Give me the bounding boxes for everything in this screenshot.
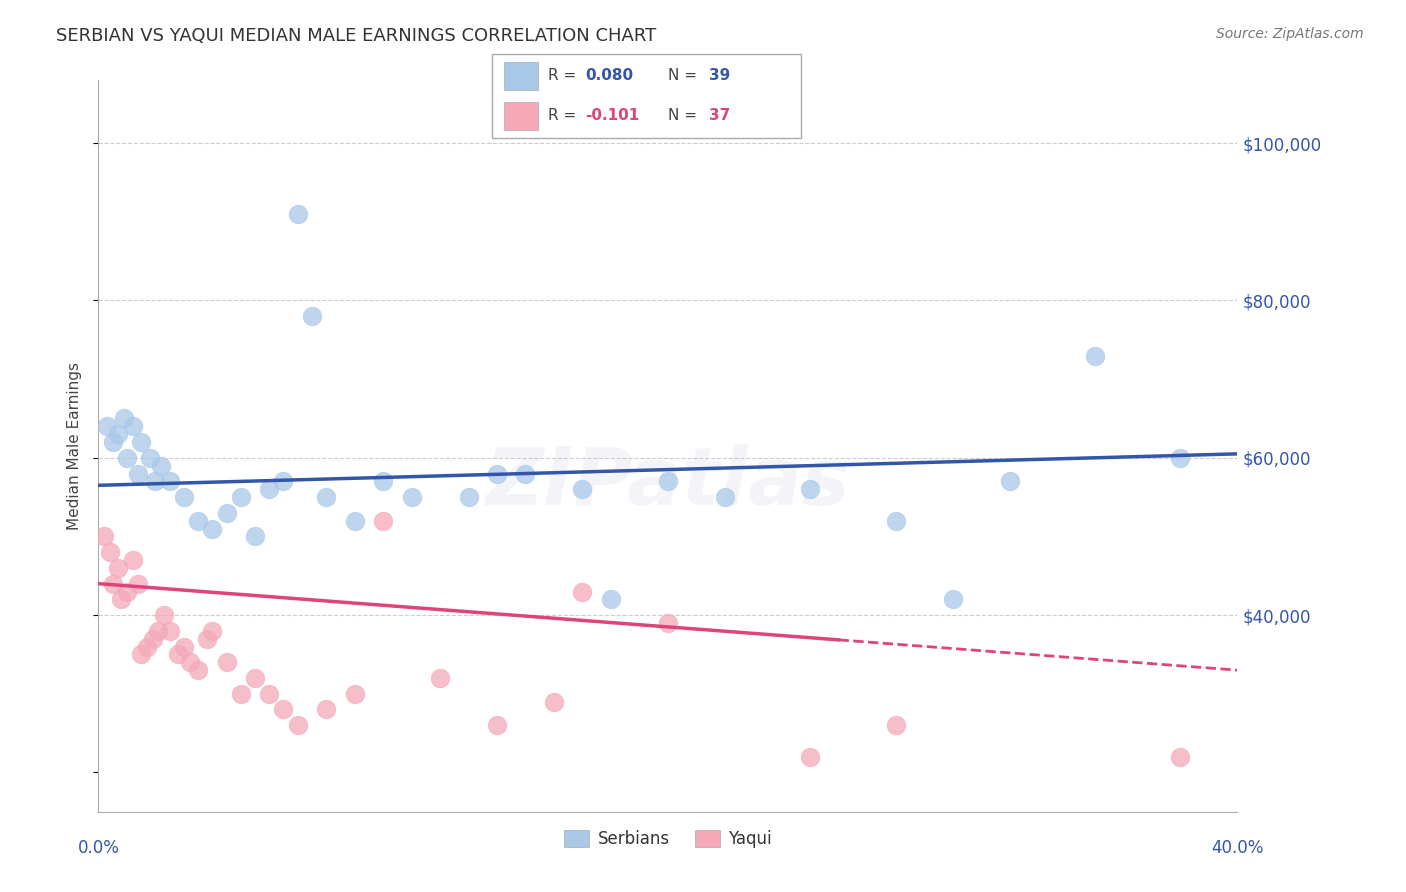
Point bbox=[571, 584, 593, 599]
Text: 37: 37 bbox=[709, 108, 730, 123]
Point bbox=[1170, 749, 1192, 764]
FancyBboxPatch shape bbox=[505, 102, 538, 130]
Point bbox=[229, 490, 252, 504]
Point bbox=[884, 718, 907, 732]
Point bbox=[259, 482, 281, 496]
Text: Source: ZipAtlas.com: Source: ZipAtlas.com bbox=[1216, 27, 1364, 41]
Y-axis label: Median Male Earnings: Median Male Earnings bbox=[67, 362, 83, 530]
Point bbox=[96, 419, 118, 434]
Point bbox=[301, 310, 323, 324]
FancyBboxPatch shape bbox=[492, 54, 801, 138]
Point bbox=[115, 450, 138, 465]
Point bbox=[112, 411, 135, 425]
Point bbox=[243, 671, 266, 685]
Point bbox=[121, 553, 143, 567]
Point bbox=[101, 576, 124, 591]
Point bbox=[259, 687, 281, 701]
Legend: Serbians, Yaqui: Serbians, Yaqui bbox=[557, 823, 779, 855]
Point bbox=[141, 632, 163, 646]
Text: 0.080: 0.080 bbox=[585, 68, 633, 83]
Point bbox=[799, 482, 821, 496]
Point bbox=[195, 632, 218, 646]
Point bbox=[998, 475, 1021, 489]
Point bbox=[1170, 450, 1192, 465]
Text: R =: R = bbox=[548, 68, 576, 83]
Point bbox=[107, 561, 129, 575]
Point bbox=[343, 687, 366, 701]
Point bbox=[429, 671, 451, 685]
Text: SERBIAN VS YAQUI MEDIAN MALE EARNINGS CORRELATION CHART: SERBIAN VS YAQUI MEDIAN MALE EARNINGS CO… bbox=[56, 27, 657, 45]
Point bbox=[107, 427, 129, 442]
Point bbox=[127, 576, 149, 591]
Point bbox=[543, 695, 565, 709]
Point bbox=[150, 458, 173, 473]
Point bbox=[942, 592, 965, 607]
Point bbox=[159, 475, 181, 489]
Point bbox=[657, 615, 679, 630]
Point bbox=[571, 482, 593, 496]
Point bbox=[159, 624, 181, 638]
Point bbox=[110, 592, 132, 607]
Point bbox=[371, 475, 394, 489]
Point bbox=[98, 545, 121, 559]
Point bbox=[101, 435, 124, 450]
Point bbox=[657, 475, 679, 489]
Point bbox=[187, 514, 209, 528]
Point bbox=[201, 522, 224, 536]
Point bbox=[600, 592, 623, 607]
Point bbox=[138, 450, 160, 465]
Text: N =: N = bbox=[668, 108, 697, 123]
Point bbox=[173, 490, 195, 504]
Text: ZIPatlas: ZIPatlas bbox=[485, 443, 851, 522]
Point bbox=[179, 655, 201, 669]
Point bbox=[215, 655, 238, 669]
Point bbox=[201, 624, 224, 638]
Point bbox=[93, 529, 115, 543]
Text: 39: 39 bbox=[709, 68, 730, 83]
Point bbox=[145, 475, 167, 489]
Point bbox=[714, 490, 737, 504]
Point bbox=[1084, 349, 1107, 363]
Point bbox=[287, 718, 309, 732]
Point bbox=[167, 648, 190, 662]
Point bbox=[243, 529, 266, 543]
Text: N =: N = bbox=[668, 68, 697, 83]
Point bbox=[315, 490, 337, 504]
Point bbox=[229, 687, 252, 701]
Point bbox=[187, 663, 209, 677]
Text: -0.101: -0.101 bbox=[585, 108, 640, 123]
Point bbox=[799, 749, 821, 764]
Point bbox=[153, 608, 176, 623]
Text: 0.0%: 0.0% bbox=[77, 839, 120, 857]
Point bbox=[401, 490, 423, 504]
Point bbox=[457, 490, 479, 504]
Point bbox=[127, 467, 149, 481]
Point bbox=[371, 514, 394, 528]
Point bbox=[315, 702, 337, 716]
FancyBboxPatch shape bbox=[505, 62, 538, 90]
Point bbox=[486, 467, 509, 481]
Point bbox=[148, 624, 170, 638]
Text: 40.0%: 40.0% bbox=[1211, 839, 1264, 857]
Point bbox=[287, 207, 309, 221]
Point bbox=[273, 702, 295, 716]
Point bbox=[343, 514, 366, 528]
Point bbox=[515, 467, 537, 481]
Point bbox=[486, 718, 509, 732]
Point bbox=[121, 419, 143, 434]
Point bbox=[215, 506, 238, 520]
Point bbox=[273, 475, 295, 489]
Point bbox=[135, 640, 157, 654]
Point bbox=[173, 640, 195, 654]
Point bbox=[129, 648, 152, 662]
Point bbox=[884, 514, 907, 528]
Point bbox=[129, 435, 152, 450]
Text: R =: R = bbox=[548, 108, 576, 123]
Point bbox=[115, 584, 138, 599]
